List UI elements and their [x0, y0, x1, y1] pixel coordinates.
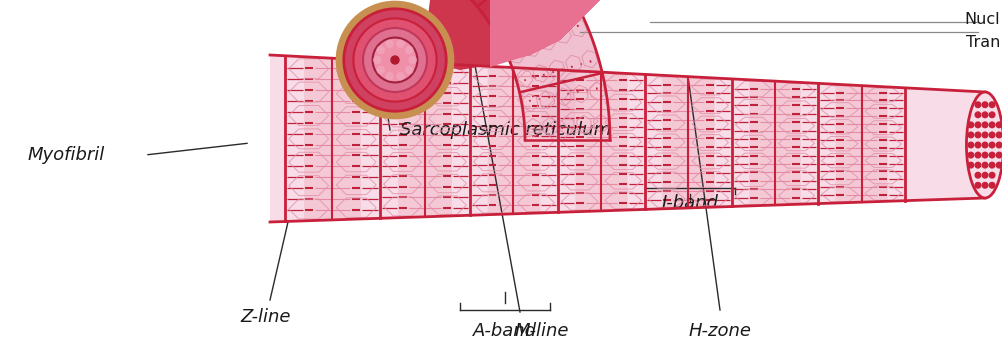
- Circle shape: [975, 152, 981, 158]
- Circle shape: [975, 142, 981, 148]
- Polygon shape: [425, 0, 600, 70]
- Text: Tran: Tran: [966, 35, 1000, 50]
- Circle shape: [397, 40, 404, 47]
- Circle shape: [975, 122, 981, 128]
- Circle shape: [982, 142, 988, 148]
- Circle shape: [968, 152, 974, 158]
- Circle shape: [996, 142, 1002, 148]
- Polygon shape: [238, 0, 610, 140]
- Circle shape: [968, 142, 974, 148]
- Circle shape: [982, 162, 988, 168]
- Text: Nucl: Nucl: [964, 12, 1000, 27]
- Circle shape: [374, 56, 381, 63]
- Circle shape: [386, 40, 393, 47]
- Circle shape: [409, 56, 416, 63]
- Circle shape: [975, 182, 981, 188]
- Circle shape: [996, 152, 1002, 158]
- Circle shape: [975, 112, 981, 118]
- Circle shape: [982, 152, 988, 158]
- Text: Sarcoplasmic reticulum: Sarcoplasmic reticulum: [400, 121, 611, 139]
- Polygon shape: [662, 75, 714, 209]
- Circle shape: [982, 173, 988, 178]
- Polygon shape: [749, 80, 801, 206]
- Ellipse shape: [354, 19, 437, 102]
- Circle shape: [989, 173, 995, 178]
- Text: Z-line: Z-line: [240, 308, 291, 326]
- Circle shape: [378, 47, 384, 54]
- Circle shape: [996, 122, 1002, 128]
- Polygon shape: [270, 55, 985, 222]
- Ellipse shape: [338, 2, 453, 118]
- Circle shape: [989, 142, 995, 148]
- Circle shape: [975, 162, 981, 168]
- Circle shape: [975, 102, 981, 107]
- Polygon shape: [488, 66, 540, 215]
- Ellipse shape: [344, 9, 446, 111]
- Ellipse shape: [373, 37, 418, 82]
- Text: A-band: A-band: [473, 322, 537, 340]
- Polygon shape: [575, 71, 627, 212]
- Circle shape: [982, 122, 988, 128]
- Circle shape: [989, 112, 995, 118]
- Text: Myofibril: Myofibril: [28, 146, 105, 164]
- Text: M-line: M-line: [515, 322, 569, 340]
- Circle shape: [989, 182, 995, 188]
- Circle shape: [378, 66, 384, 74]
- Circle shape: [996, 162, 1002, 168]
- Text: H-zone: H-zone: [688, 322, 752, 340]
- Text: I-band: I-band: [661, 194, 718, 212]
- Polygon shape: [836, 84, 888, 203]
- Circle shape: [968, 122, 974, 128]
- Circle shape: [397, 73, 404, 80]
- Ellipse shape: [967, 92, 1002, 198]
- Polygon shape: [304, 57, 361, 221]
- Circle shape: [975, 173, 981, 178]
- Circle shape: [982, 182, 988, 188]
- Ellipse shape: [363, 28, 427, 92]
- Polygon shape: [490, 0, 600, 67]
- Circle shape: [989, 152, 995, 158]
- Circle shape: [982, 132, 988, 138]
- Circle shape: [386, 73, 393, 80]
- Circle shape: [982, 102, 988, 107]
- Circle shape: [975, 132, 981, 138]
- Circle shape: [982, 112, 988, 118]
- Circle shape: [391, 56, 399, 64]
- Polygon shape: [398, 62, 452, 218]
- Circle shape: [968, 132, 974, 138]
- Circle shape: [989, 102, 995, 107]
- Circle shape: [989, 122, 995, 128]
- Circle shape: [406, 47, 413, 54]
- Circle shape: [989, 162, 995, 168]
- Circle shape: [406, 66, 413, 74]
- Circle shape: [968, 162, 974, 168]
- Circle shape: [989, 132, 995, 138]
- Circle shape: [996, 132, 1002, 138]
